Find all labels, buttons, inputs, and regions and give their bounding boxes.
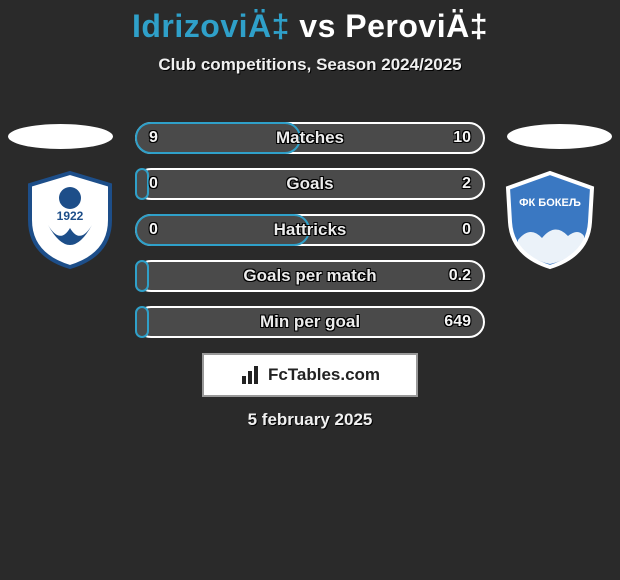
shield-icon: 1922 xyxy=(20,170,120,270)
stat-bar-left xyxy=(135,122,301,154)
stat-bar-left xyxy=(135,214,310,246)
stat-value-right: 10 xyxy=(453,122,471,154)
stat-value-left: 9 xyxy=(149,122,158,154)
bar-chart-icon xyxy=(240,364,262,386)
brand-logo-text: FcTables.com xyxy=(268,365,380,385)
shadow-ellipse-right xyxy=(507,124,612,149)
stat-value-right: 2 xyxy=(462,168,471,200)
stat-row: Goals per match0.2 xyxy=(135,260,485,292)
club-crest-right: ФК БОКЕЉ xyxy=(500,170,600,270)
stat-row: Matches910 xyxy=(135,122,485,154)
stat-row: Goals02 xyxy=(135,168,485,200)
crest-year: 1922 xyxy=(57,209,84,223)
stat-value-right: 649 xyxy=(444,306,471,338)
stat-value-left: 0 xyxy=(149,214,158,246)
stat-bar-right xyxy=(135,168,485,200)
stat-bar-right xyxy=(135,260,485,292)
stat-value-right: 0.2 xyxy=(449,260,471,292)
stat-row: Hattricks00 xyxy=(135,214,485,246)
title-left-name: IdrizoviÄ‡ xyxy=(132,8,290,44)
title-vs: vs xyxy=(290,8,345,44)
stat-bar-right xyxy=(135,306,485,338)
stat-rows: Matches910Goals02Hattricks00Goals per ma… xyxy=(135,122,485,338)
title-right-name: PeroviÄ‡ xyxy=(345,8,488,44)
shadow-ellipse-left xyxy=(8,124,113,149)
subtitle: Club competitions, Season 2024/2025 xyxy=(0,55,620,75)
stat-value-right: 0 xyxy=(462,214,471,246)
crest-ball-icon xyxy=(59,187,81,209)
date-label: 5 february 2025 xyxy=(0,410,620,430)
stat-bar-left xyxy=(135,260,149,292)
shield-icon: ФК БОКЕЉ xyxy=(500,170,600,270)
stat-row: Min per goal649 xyxy=(135,306,485,338)
crest-mountain-icon xyxy=(518,229,584,264)
club-crest-left: 1922 xyxy=(20,170,120,270)
stat-bar-left xyxy=(135,306,149,338)
stat-value-left: 0 xyxy=(149,168,158,200)
brand-logo: FcTables.com xyxy=(202,353,418,397)
stat-bar-left xyxy=(135,168,149,200)
crest-text: ФК БОКЕЉ xyxy=(519,197,581,209)
page-title: IdrizoviÄ‡ vs PeroviÄ‡ xyxy=(0,0,620,45)
